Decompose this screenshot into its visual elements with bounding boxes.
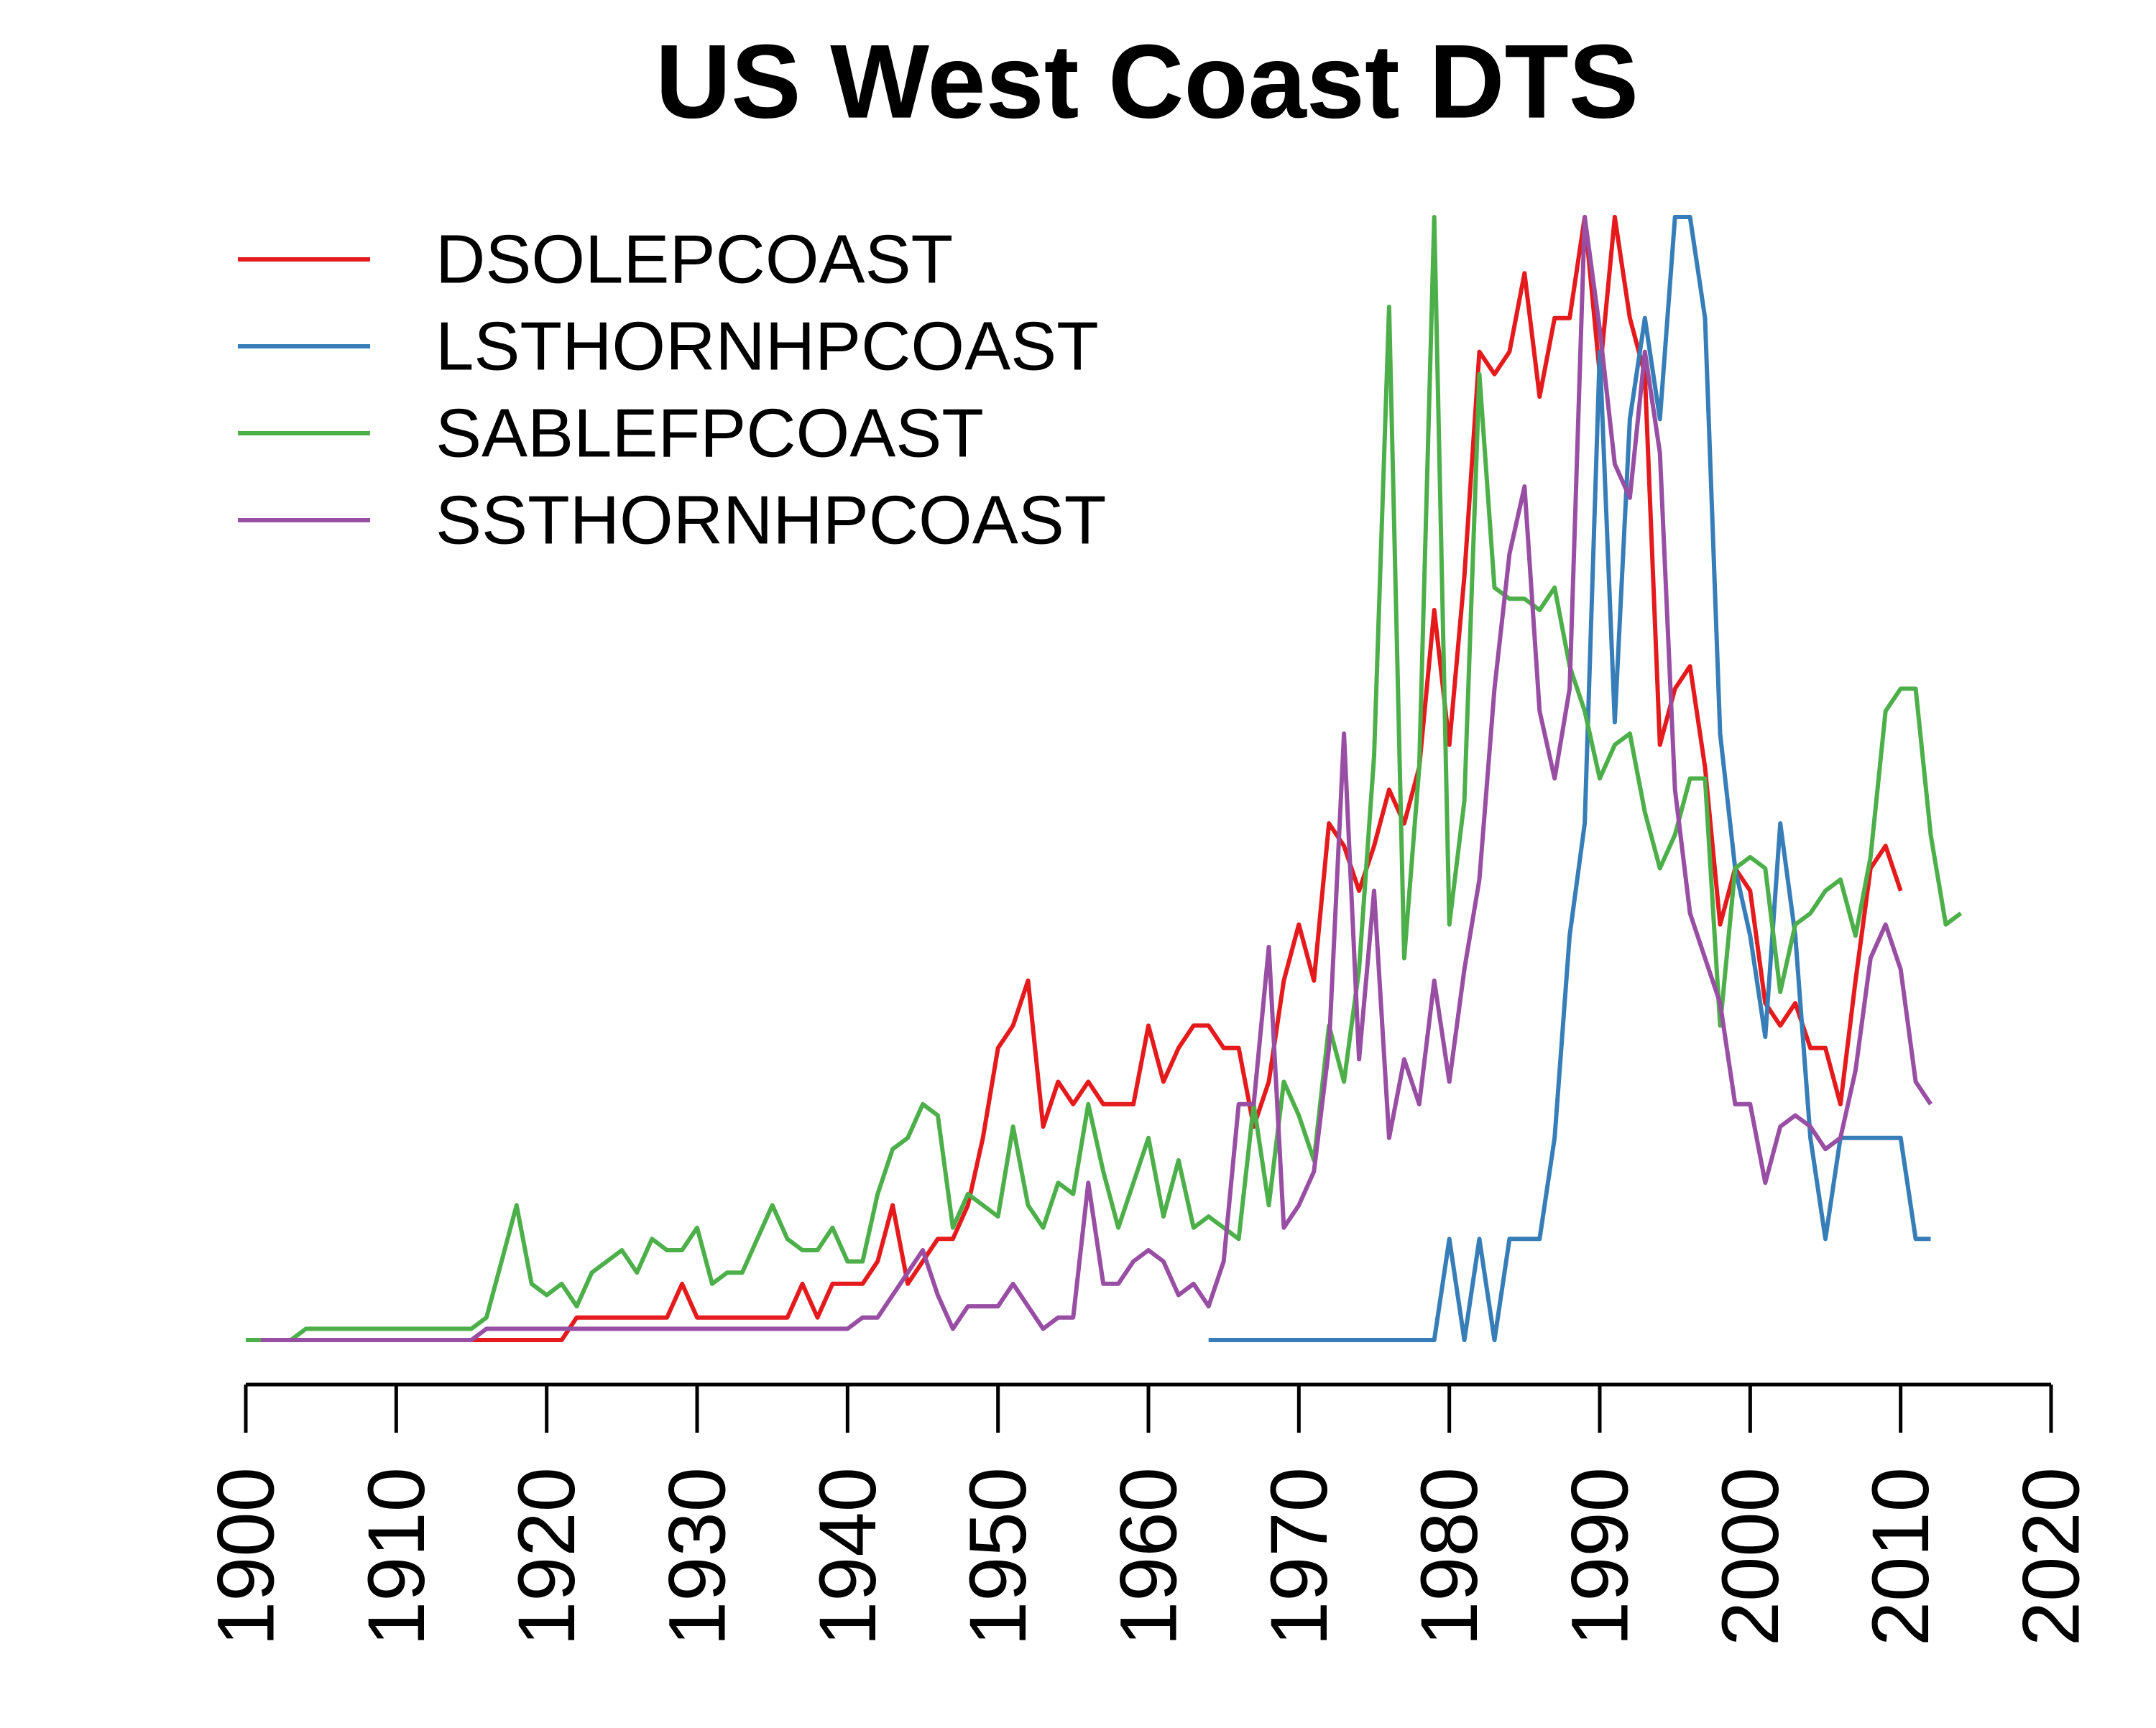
x-tick-label: 1990 [1555,1467,1645,1646]
x-tick-label: 1950 [953,1467,1043,1646]
legend-label: LSTHORNHPCOAST [436,308,1099,385]
x-tick-label: 1940 [803,1467,893,1646]
legend-label: SSTHORNHPCOAST [436,482,1106,559]
x-tick-label: 2010 [1856,1467,1945,1646]
x-tick-label: 1920 [502,1467,591,1646]
series-line [1208,215,1931,1342]
x-tick-label: 2000 [1705,1467,1795,1646]
chart-title: US West Coast DTS [655,23,1639,140]
x-tick-label: 1970 [1254,1467,1344,1646]
x-tick-label: 1930 [653,1467,742,1646]
series-line [260,215,1903,1342]
series-line [246,215,1963,1342]
x-tick-label: 1960 [1104,1467,1194,1646]
x-tick-label: 1900 [201,1467,291,1646]
legend-label: DSOLEPCOAST [436,221,953,298]
legend: DSOLEPCOAST LSTHORNHPCOAST SABLEFPCOAST SST… [238,221,1106,559]
x-tick-label: 1910 [351,1467,441,1646]
x-tick-label: 2020 [2007,1467,2096,1646]
series-line [260,215,1932,1342]
x-tick-label: 1980 [1404,1467,1494,1646]
legend-label: SABLEFPCOAST [436,395,984,472]
